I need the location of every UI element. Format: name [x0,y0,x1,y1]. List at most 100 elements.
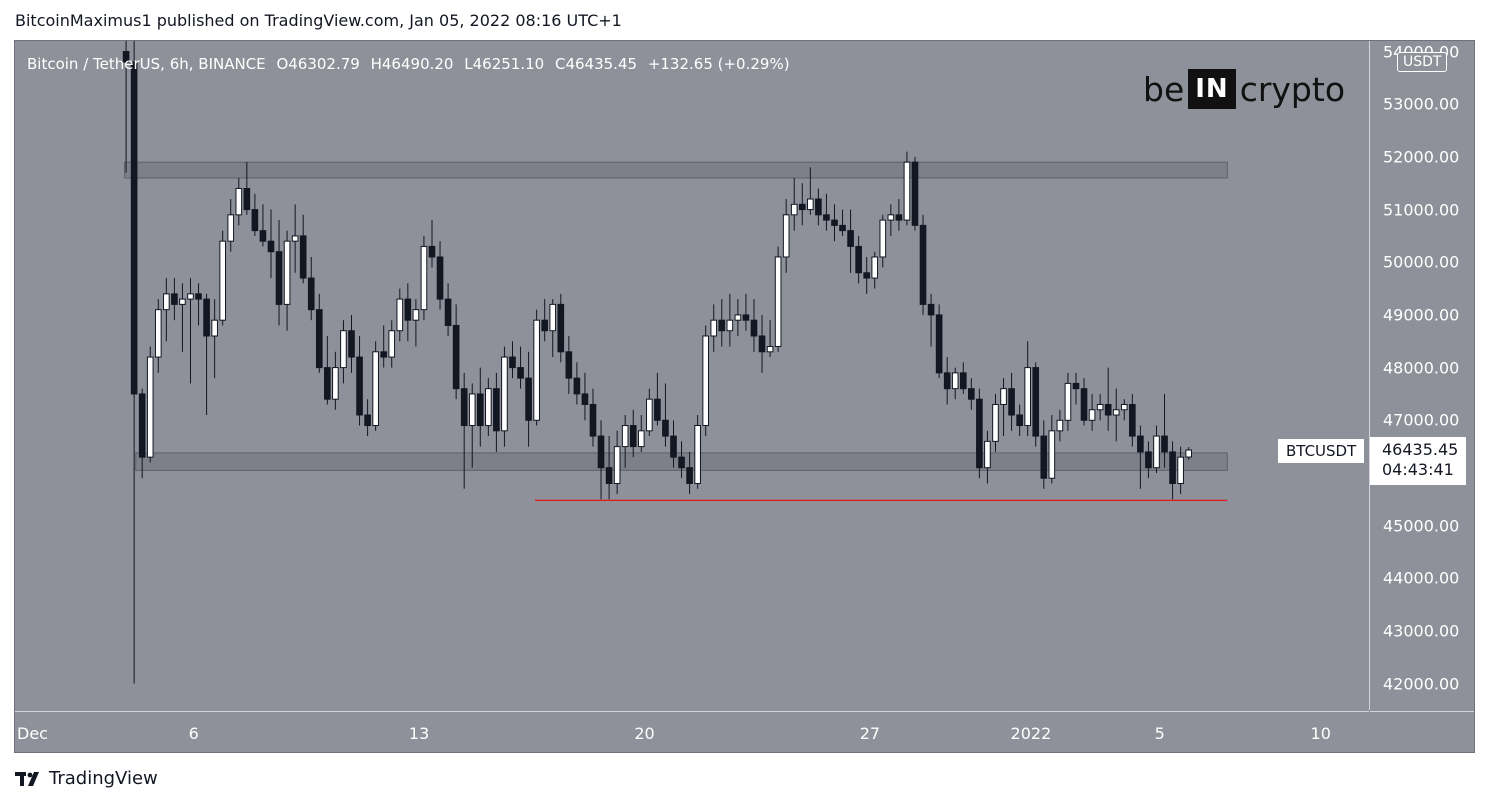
candle [1145,441,1152,479]
candle-body-bear [1032,367,1040,437]
publisher-header: BitcoinMaximus1 published on TradingView… [15,11,622,30]
candle-body-bear [654,398,661,421]
candle-body-bull [613,446,621,484]
candle [404,283,412,342]
candle-body-bull [702,335,710,427]
candle-body-bull [774,256,782,348]
candle [227,199,235,252]
candle-body-bear [324,367,331,400]
currency-badge[interactable]: USDT [1397,52,1448,72]
candle [307,256,315,321]
legend-symbol: Bitcoin / TetherUS, 6h, BINANCE [27,55,266,73]
ticker-label: BTCUSDT [1278,439,1365,463]
candle-body-bear [267,240,275,253]
candle [871,251,879,289]
candle [235,177,243,226]
candle-body-bull [1000,388,1007,405]
candle [179,283,186,352]
candle [605,436,613,500]
candle [163,278,170,342]
candle [581,372,589,421]
candle [790,177,798,231]
candle-body-bull [163,293,170,311]
candle-body-bull [879,219,887,258]
time-tick-label: 2022 [1010,724,1052,743]
candle-body-bear [171,293,178,305]
candle-body-bull [332,367,339,400]
candle [613,430,621,495]
candle-body-bull [219,240,227,321]
candle-body-bear [959,372,967,390]
plot-area[interactable]: Bitcoin / TetherUS, 6h, BINANCE O46302.7… [15,41,1370,710]
candle [887,204,895,236]
chart-frame[interactable]: Bitcoin / TetherUS, 6h, BINANCE O46302.7… [14,40,1475,753]
time-scale[interactable]: Dec 6 13 20 27 2022 5 10 [15,711,1369,753]
candle [533,309,540,426]
candle-body-bull [412,309,420,321]
candle [1008,372,1015,431]
candle-body-bear [541,319,549,332]
candle-body-bear [815,198,822,216]
candle [130,41,138,684]
price-scale[interactable]: 54000.0053000.0052000.0051000.0050000.00… [1370,41,1474,710]
candle-body-bull [984,440,991,469]
candle-body-bull [992,403,999,442]
candle-body-bear [823,214,830,221]
candle [621,415,629,468]
legend-open-value: 46302.79 [288,55,360,73]
candle [315,293,323,373]
scale-corner [1370,711,1474,753]
candle-body-bull [1153,435,1160,469]
candle-body-bear [597,435,605,469]
candle-body-bear [573,377,581,395]
candle [1177,446,1184,495]
candle [1072,372,1080,405]
candle-body-bull [372,351,379,427]
symbol-legend: Bitcoin / TetherUS, 6h, BINANCE O46302.7… [27,55,796,73]
candle [927,293,935,347]
candle [718,299,726,347]
candle [122,41,130,173]
candle [299,214,307,284]
candle-body-bull [871,256,879,279]
candle-body-bull [396,298,404,332]
price-tick-label: 51000.00 [1383,200,1460,220]
candle-body-bear [839,224,846,232]
candle [1088,393,1096,431]
footer: TradingView [15,768,158,789]
candle [436,241,444,310]
price-tick-label: 53000.00 [1383,94,1460,114]
candle [388,320,396,368]
candle [1032,362,1040,447]
candle-body-bear [895,214,903,221]
candle-body-bear [686,467,693,484]
candle-body-bear [758,335,766,353]
candle [758,314,766,373]
candle [1080,378,1088,426]
candle-body-bear [259,230,267,242]
candle [517,346,524,389]
candle-body-bull [235,187,243,216]
candle [597,420,605,500]
candle [460,372,468,489]
candle-body-bear [1145,451,1152,469]
candle [259,204,267,247]
candle-body-bear [460,388,468,427]
candle [332,351,339,410]
candle [831,204,838,242]
candle-body-bull [211,319,218,337]
candle [903,151,911,226]
tradingview-logo-icon [15,771,39,786]
candle [847,209,854,273]
candle [428,220,436,268]
candle-body-bull [340,330,347,369]
candle [557,293,565,363]
candle [219,230,227,326]
candle [686,451,693,495]
candle-body-bull [1185,449,1192,458]
candle-body-bear [1104,403,1112,416]
candle-body-bear [436,256,444,300]
price-tick-label: 42000.00 [1383,674,1460,694]
candle-body-bull [790,203,798,216]
candle-body-bear [927,303,935,316]
